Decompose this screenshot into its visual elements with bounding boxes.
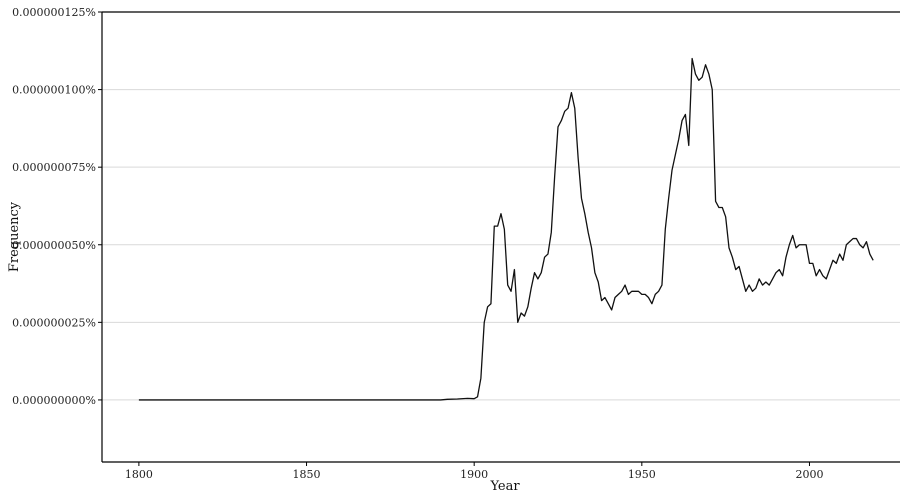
y-tick-label: 0.000000075% bbox=[12, 161, 96, 174]
y-tick-label: 0.000000050% bbox=[12, 239, 96, 252]
x-tick-label: 1850 bbox=[293, 468, 321, 481]
series-layer bbox=[138, 57, 874, 401]
y-tick-label: 0.000000025% bbox=[12, 316, 96, 329]
tick-layer: 0.000000000% 0.000000025% 0.000000050% 0.00… bbox=[12, 6, 823, 481]
x-axis-title: Year bbox=[489, 479, 520, 492]
y-tick-label: 0.000000000% bbox=[12, 394, 96, 407]
x-tick-label: 1900 bbox=[460, 468, 488, 481]
y-tick-label: 0.000000125% bbox=[12, 6, 96, 19]
y-tick-label: 0.000000100% bbox=[12, 84, 96, 97]
x-tick-label: 2000 bbox=[795, 468, 823, 481]
grid-layer bbox=[102, 11, 900, 401]
x-tick-label: 1800 bbox=[125, 468, 153, 481]
series-line-0 bbox=[138, 57, 874, 401]
y-axis-title: Frequency bbox=[7, 201, 22, 272]
x-tick-label: 1950 bbox=[628, 468, 656, 481]
axis-layer bbox=[101, 11, 900, 463]
